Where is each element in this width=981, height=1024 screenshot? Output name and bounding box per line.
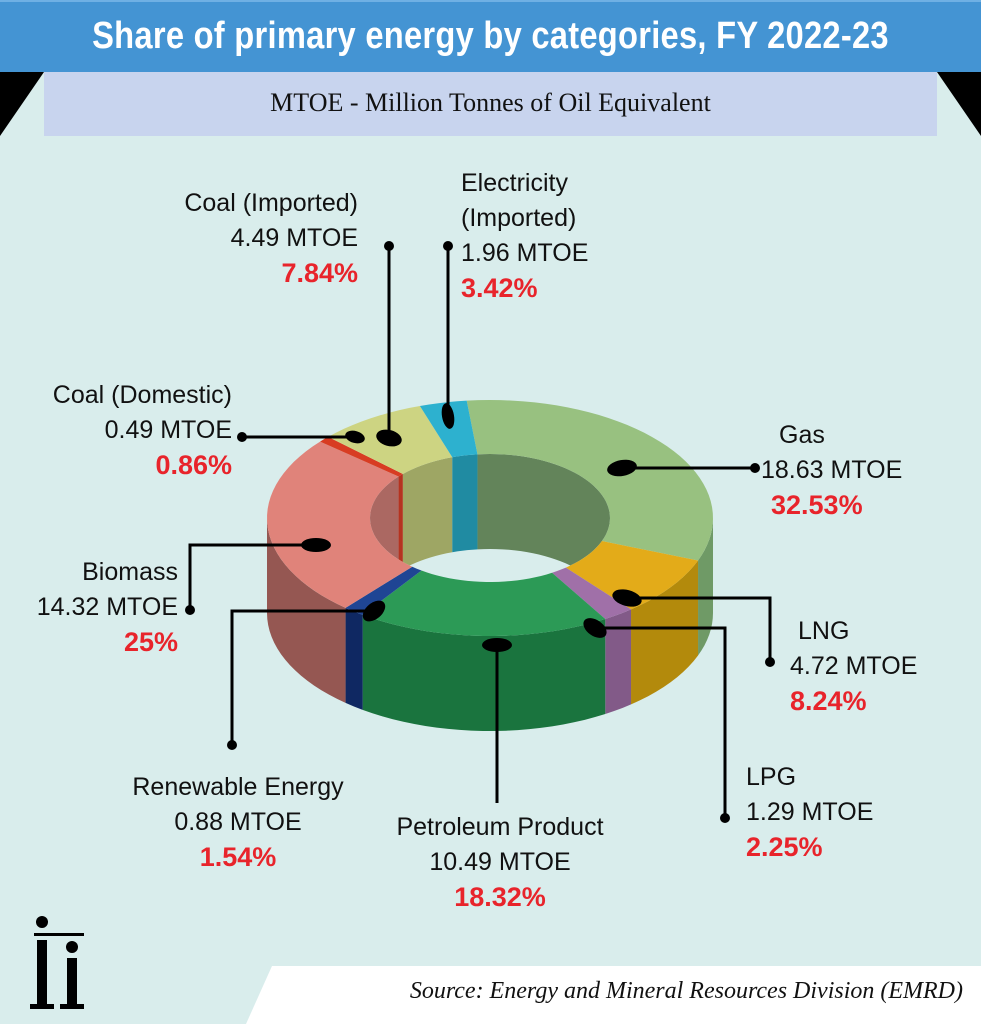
leader-line-lpg — [595, 626, 727, 818]
slice-gas — [466, 400, 713, 561]
leader-dot-biomass — [185, 605, 195, 615]
donut-ring — [267, 400, 713, 731]
label-percent: 8.24% — [790, 686, 867, 716]
leader-anchor-lpg — [583, 618, 607, 638]
leader-dot-coal-domestic- — [237, 432, 247, 442]
label-name: Electricity — [461, 169, 568, 197]
leader-anchor-petroleum-product — [482, 638, 512, 652]
source-note: Source: Energy and Mineral Resources Div… — [409, 978, 963, 1004]
label-value: 0.49 MTOE — [104, 416, 232, 444]
label-name: Renewable Energy — [132, 773, 344, 801]
inner-wall-coal-domestic- — [398, 473, 403, 572]
title-bar — [0, 0, 981, 72]
label-name: Biomass — [82, 558, 178, 586]
label-percent: 2.25% — [746, 832, 823, 862]
label-name: Gas — [779, 421, 825, 449]
label-percent: 1.54% — [199, 842, 277, 872]
label-value: 18.63 MTOE — [761, 456, 903, 484]
slice-electricity-imported- — [419, 400, 478, 458]
leader-anchor-electricity-imported- — [441, 403, 455, 429]
leader-line-renewable-energy — [230, 609, 374, 745]
label-value: 0.88 MTOE — [174, 808, 302, 836]
slice-coal-domestic- — [320, 436, 403, 477]
label-biomass: Biomass 14.32 MTOE 25% — [10, 555, 178, 660]
ribbon-fold-left — [0, 72, 44, 136]
label-name: LPG — [746, 763, 797, 791]
chart-subtitle: MTOE - Million Tonnes of Oil Equivalent — [44, 72, 937, 136]
label-lpg: LPG 1.29 MTOE 2.25% — [746, 760, 926, 865]
label-percent: 32.53% — [771, 490, 863, 520]
side-wall-petroleum-product — [362, 614, 606, 731]
leader-dot-lpg — [720, 813, 730, 823]
label-value: 4.72 MTOE — [790, 652, 918, 680]
slice-renewable-energy — [345, 566, 422, 615]
label-percent: 0.86% — [155, 450, 232, 480]
side-wall-lng — [631, 560, 699, 705]
label-percent: 3.42% — [461, 273, 538, 303]
side-wall-lpg — [605, 609, 632, 715]
slice-biomass — [267, 441, 413, 608]
label-value: 4.49 MTOE — [230, 224, 358, 252]
slice-lpg — [552, 567, 632, 620]
label-value: 14.32 MTOE — [36, 593, 178, 621]
label-percent: 25% — [123, 627, 178, 657]
label-percent: 7.84% — [281, 258, 358, 288]
label-petroleum-product: Petroleum Product 10.49 MTOE 18.32% — [375, 810, 625, 915]
leader-dot-gas — [750, 463, 760, 473]
leader-line-lng — [627, 596, 772, 662]
leader-dot-electricity-imported- — [443, 241, 453, 251]
slice-lng — [565, 541, 699, 610]
label-percent: 18.32% — [454, 882, 546, 912]
leader-anchor-biomass — [301, 538, 331, 552]
side-wall-gas — [698, 518, 713, 656]
leader-anchor-coal-domestic- — [345, 430, 365, 444]
publisher-logo — [30, 916, 84, 1009]
leader-anchor-coal-imported- — [376, 429, 402, 447]
leader-dot-coal-imported- — [384, 241, 394, 251]
leader-line-biomass — [188, 543, 316, 610]
label-electricity-imported: Electricity (Imported) 1.96 MTOE 3.42% — [461, 166, 661, 306]
label-gas: Gas 18.63 MTOE 32.53% — [761, 418, 961, 523]
leader-anchor-gas — [607, 459, 637, 477]
inner-wall-electricity-imported- — [452, 454, 478, 553]
leader-lines — [185, 241, 775, 823]
label-lng: LNG 4.72 MTOE 8.24% — [790, 614, 970, 719]
slice-petroleum-product — [362, 570, 606, 636]
label-coal-imported: Coal (Imported) 4.49 MTOE 7.84% — [120, 186, 358, 291]
side-wall-renewable-energy — [345, 607, 363, 710]
source-panel — [246, 966, 981, 1024]
label-value: 1.29 MTOE — [746, 798, 874, 826]
label-value: 10.49 MTOE — [429, 848, 571, 876]
label-name: LNG — [798, 617, 850, 645]
label-value: 1.96 MTOE — [461, 239, 589, 267]
leader-anchor-lng — [612, 589, 642, 607]
label-coal-domestic: Coal (Domestic) 0.49 MTOE 0.86% — [20, 378, 232, 483]
inner-wall-gas — [477, 454, 610, 613]
label-name-line2: (Imported) — [461, 204, 577, 232]
leader-dot-renewable-energy — [227, 740, 237, 750]
leader-dot-lng — [765, 657, 775, 667]
label-name: Coal (Imported) — [184, 189, 358, 217]
donut-chart — [185, 241, 775, 823]
chart-title: Share of primary energy by categories, F… — [92, 15, 889, 57]
inner-wall-coal-imported- — [402, 457, 453, 569]
label-name: Coal (Domestic) — [52, 381, 232, 409]
ribbon-fold-right — [937, 72, 981, 136]
label-renewable-energy: Renewable Energy 0.88 MTOE 1.54% — [118, 770, 358, 875]
label-name: Petroleum Product — [396, 813, 604, 841]
leader-anchor-renewable-energy — [362, 600, 386, 622]
